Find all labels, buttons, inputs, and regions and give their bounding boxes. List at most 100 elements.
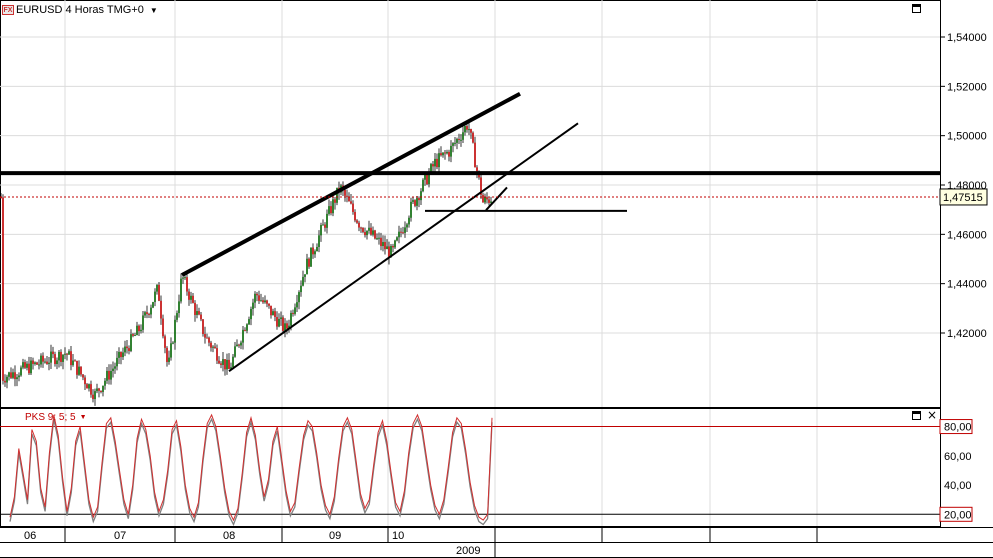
candle-body bbox=[234, 346, 236, 357]
candle-body bbox=[120, 351, 122, 358]
candle-body bbox=[54, 354, 56, 365]
candle-body bbox=[358, 222, 360, 228]
candle-body bbox=[302, 276, 304, 286]
trend-drawings bbox=[0, 91, 940, 373]
candle-body bbox=[328, 206, 330, 214]
indicator-signal-line bbox=[9, 417, 493, 527]
price-panel-frame bbox=[0, 0, 941, 408]
candle-body bbox=[156, 284, 158, 292]
candle-body bbox=[72, 360, 74, 366]
candle-body bbox=[18, 375, 20, 378]
candle-body bbox=[462, 132, 464, 140]
time-axis-label: 09 bbox=[329, 530, 341, 542]
candle-body bbox=[222, 359, 224, 365]
candle-body bbox=[366, 230, 368, 236]
candle-body bbox=[400, 231, 402, 233]
candle-body bbox=[260, 300, 262, 302]
candle-body bbox=[106, 370, 108, 381]
indicator-title-bar[interactable]: PKS 9; 5; 5 ▼ bbox=[25, 410, 87, 424]
candle-body bbox=[230, 367, 232, 369]
candle-body bbox=[88, 384, 90, 389]
candle-body bbox=[392, 245, 394, 248]
candle-body bbox=[466, 126, 468, 130]
candle-body bbox=[44, 361, 46, 363]
candle-body bbox=[454, 142, 456, 144]
candle-body bbox=[320, 225, 322, 236]
candle-body bbox=[458, 138, 460, 140]
maximize-price-panel-button[interactable] bbox=[912, 4, 921, 13]
candle-body bbox=[420, 191, 422, 201]
chevron-down-icon[interactable]: ▼ bbox=[149, 5, 158, 15]
candle-body bbox=[116, 357, 118, 367]
candle-body bbox=[356, 220, 358, 223]
current-price-label: 1,47515 bbox=[943, 192, 983, 204]
chevron-down-icon[interactable]: ▼ bbox=[79, 413, 87, 421]
candle-body bbox=[42, 355, 44, 362]
candle-body bbox=[286, 323, 288, 329]
candle-body bbox=[154, 291, 156, 303]
candle-body bbox=[60, 351, 62, 362]
candle-body bbox=[158, 284, 160, 301]
candle-body bbox=[58, 351, 60, 361]
candle-body bbox=[38, 364, 40, 366]
candle-body bbox=[398, 231, 400, 238]
candle-body bbox=[114, 366, 116, 369]
candle-body bbox=[108, 370, 110, 380]
candle-body bbox=[318, 235, 320, 247]
candle-body bbox=[166, 347, 168, 362]
candle-body bbox=[262, 300, 264, 303]
candle-body bbox=[268, 303, 270, 306]
candle-body bbox=[174, 319, 176, 343]
candle-body bbox=[46, 361, 48, 364]
candle-body bbox=[430, 164, 432, 173]
candle-body bbox=[126, 346, 128, 349]
candle-body bbox=[352, 203, 354, 212]
candle-body bbox=[130, 334, 132, 351]
candle-body bbox=[482, 194, 484, 203]
candle-body bbox=[424, 174, 426, 180]
candle-body bbox=[484, 197, 486, 203]
candle-body bbox=[178, 301, 180, 314]
fx-icon: FX bbox=[2, 5, 14, 15]
candle-body bbox=[228, 359, 230, 369]
close-indicator-button[interactable]: × bbox=[927, 408, 938, 422]
candle-body bbox=[250, 308, 252, 320]
candle-body bbox=[266, 300, 268, 304]
candle-body bbox=[68, 351, 70, 355]
candle-body bbox=[422, 179, 424, 192]
candle-body bbox=[402, 232, 404, 234]
candle-body bbox=[236, 344, 238, 347]
candle-body bbox=[86, 384, 88, 389]
candle-body bbox=[438, 153, 440, 168]
candle-body bbox=[176, 313, 178, 320]
candle-body bbox=[112, 368, 114, 372]
candle-body bbox=[146, 312, 148, 314]
candle-body bbox=[184, 277, 186, 279]
candle-body bbox=[382, 242, 384, 247]
candle-body bbox=[324, 224, 326, 228]
chart-title-bar[interactable]: FX EURUSD 4 Horas TMG+0 ▼ bbox=[2, 2, 158, 18]
candle-body bbox=[8, 372, 10, 377]
candle-body bbox=[440, 153, 442, 156]
candle-body bbox=[20, 367, 22, 376]
candle-body bbox=[298, 292, 300, 303]
candle-body bbox=[244, 329, 246, 331]
candle-body bbox=[14, 372, 16, 380]
maximize-indicator-panel-button[interactable] bbox=[912, 411, 921, 420]
candle-body bbox=[310, 247, 312, 267]
candle-body bbox=[96, 388, 98, 392]
candle-body bbox=[308, 258, 310, 267]
candle-body bbox=[138, 325, 140, 332]
candle-body bbox=[100, 390, 102, 392]
candle-body bbox=[416, 198, 418, 206]
candle-body bbox=[52, 351, 54, 355]
candle-body bbox=[288, 325, 290, 329]
candle-body bbox=[248, 319, 250, 325]
indicator-axis-label: 60,00 bbox=[944, 451, 972, 463]
price-axis-label: 1,42000 bbox=[947, 328, 987, 340]
candle-body bbox=[186, 277, 188, 292]
indicator-axis-label: 80,00 bbox=[944, 422, 972, 434]
candle-body bbox=[456, 138, 458, 143]
candle-body bbox=[62, 354, 64, 362]
